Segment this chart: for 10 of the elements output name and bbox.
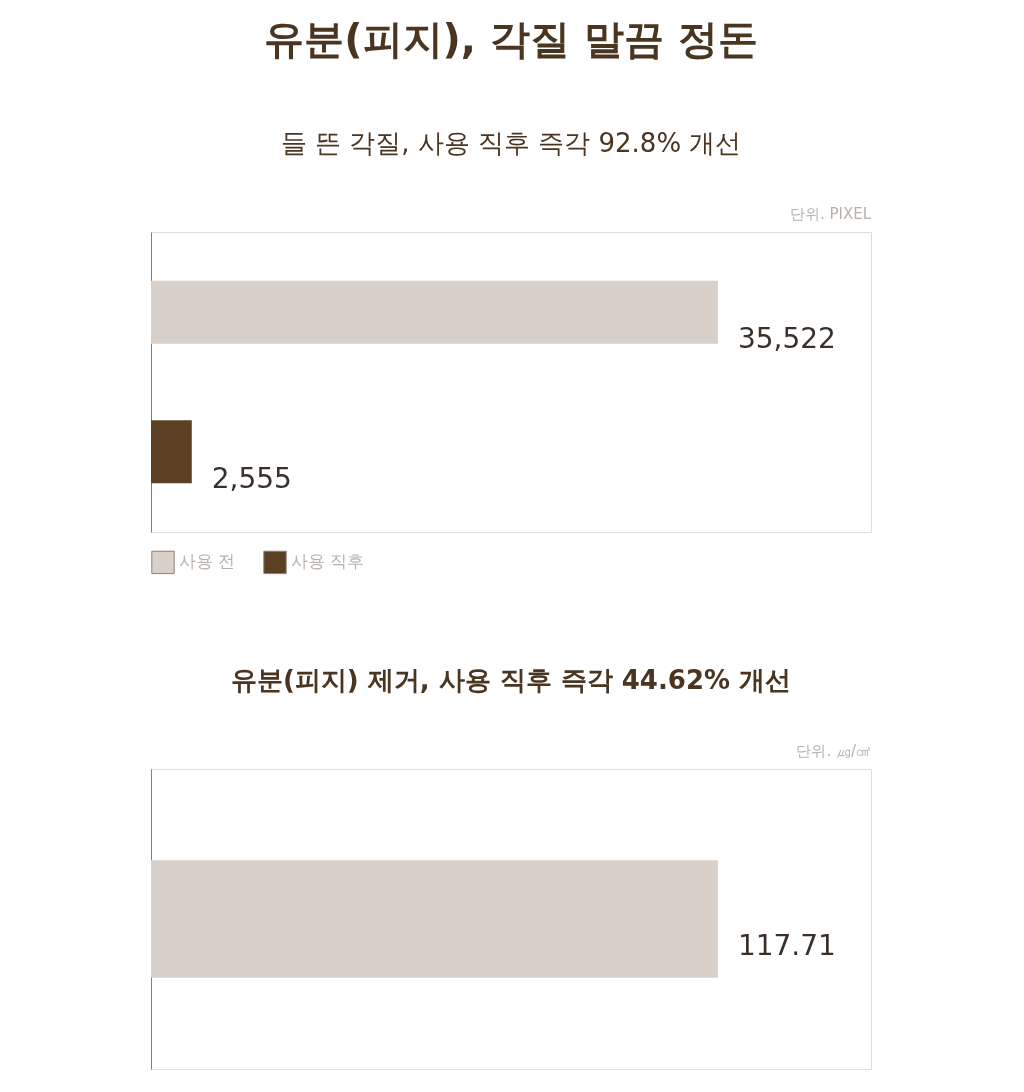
legend-label: 사용 직후 xyxy=(291,551,365,572)
chart-title: 유분(피지), 각질 말끔 정돈 xyxy=(264,16,758,62)
text: 단위. PIXEL xyxy=(789,205,872,223)
data-label: 35,522 xyxy=(737,322,836,356)
data-label: 2,555 xyxy=(211,461,292,495)
chart-title: 유분(피지) 제거, 사용 직후 즉각 44.62% 개선 xyxy=(230,665,792,695)
chart-subtitle: 들 뜬 각질, 사용 직후 즉각 92.8% 개선 xyxy=(280,128,742,158)
text: 단위. ㎍/㎠ xyxy=(796,742,871,760)
data-label: 117.71 xyxy=(737,929,836,962)
legend-label: 사용 전 xyxy=(179,551,236,572)
